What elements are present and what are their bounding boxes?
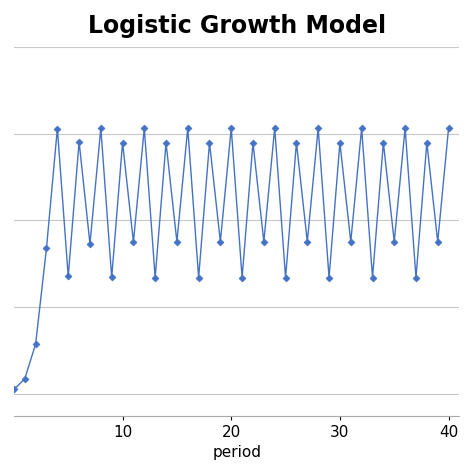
Title: Logistic Growth Model: Logistic Growth Model	[88, 14, 386, 38]
X-axis label: period: period	[212, 445, 261, 460]
